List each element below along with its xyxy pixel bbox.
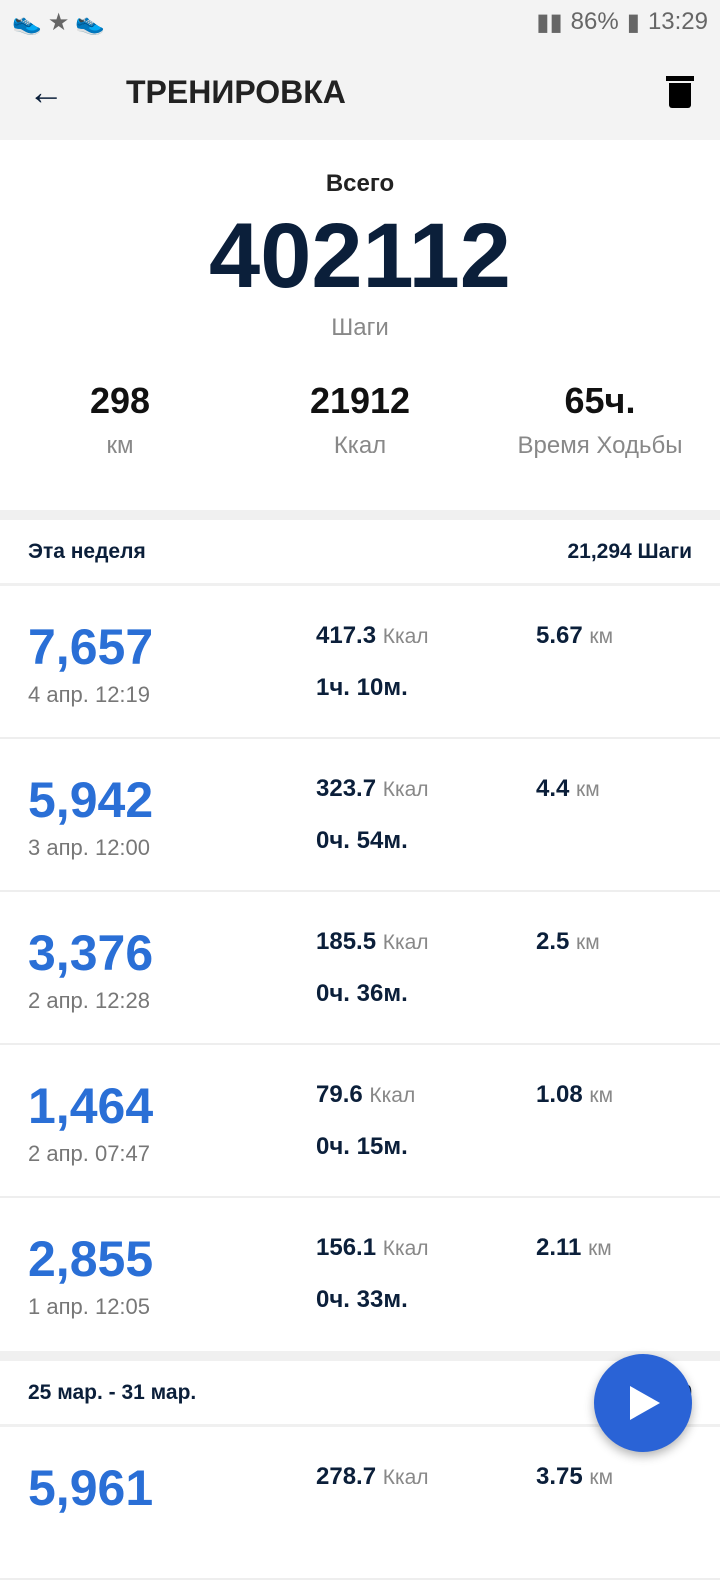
workout-row[interactable]: 2,855 1 апр. 12:05 156.1 Ккал 0ч. 33м. 2… bbox=[28, 1231, 612, 1319]
workout-row[interactable]: 7,657 4 апр. 12:19 417.3 Ккал 1ч. 10м. 5… bbox=[0, 586, 720, 739]
workout-row[interactable]: 1,464 2 апр. 07:47 79.6 Ккал 0ч. 15м. 1.… bbox=[0, 1045, 720, 1198]
total-steps: 402112 bbox=[209, 205, 511, 307]
trash-icon[interactable] bbox=[666, 76, 694, 108]
star-icon: ★ bbox=[47, 8, 70, 36]
workout-row[interactable]: 5,942 3 апр. 12:00 323.7 Ккал 0ч. 54м. 4… bbox=[0, 739, 720, 892]
page-title: ТРЕНИРОВКА bbox=[126, 73, 346, 110]
workout-row[interactable]: 5,961 278.7 Ккал 3.75 км bbox=[0, 1427, 720, 1580]
clock: 13:29 bbox=[647, 8, 708, 35]
divider bbox=[0, 1351, 720, 1361]
back-arrow-icon[interactable]: ← bbox=[28, 71, 64, 112]
play-button[interactable] bbox=[594, 1354, 692, 1452]
shoe-icon: 👟 bbox=[75, 8, 106, 36]
status-bar: 👟 ★ 👟 ▮▮ 86% ▮ 13:29 bbox=[0, 0, 720, 44]
shoe-icon: 👟 bbox=[12, 8, 42, 36]
stat-distance: 298 км bbox=[89, 380, 151, 459]
summary: Всего 402112 Шаги 298 км 21912 Ккал 65ч. Вр… bbox=[0, 140, 720, 510]
signal-icon: ▮▮ bbox=[536, 8, 563, 36]
stat-calories: 21912 Ккал bbox=[309, 380, 411, 459]
total-unit: Шаги bbox=[331, 314, 389, 341]
workout-row[interactable]: 3,376 2 апр. 12:28 185.5 Ккал 0ч. 36м. 2… bbox=[0, 892, 720, 1045]
battery-level: 86% bbox=[570, 8, 619, 35]
stat-walk-time: 65ч. Время Ходьбы bbox=[517, 380, 683, 459]
battery-icon: ▮ bbox=[626, 8, 640, 36]
app-bar: ← ТРЕНИРОВКА bbox=[0, 44, 720, 140]
divider bbox=[0, 510, 720, 520]
week-header[interactable]: Эта неделя 21,294 Шаги bbox=[0, 520, 720, 586]
summary-label: Всего bbox=[325, 170, 395, 197]
